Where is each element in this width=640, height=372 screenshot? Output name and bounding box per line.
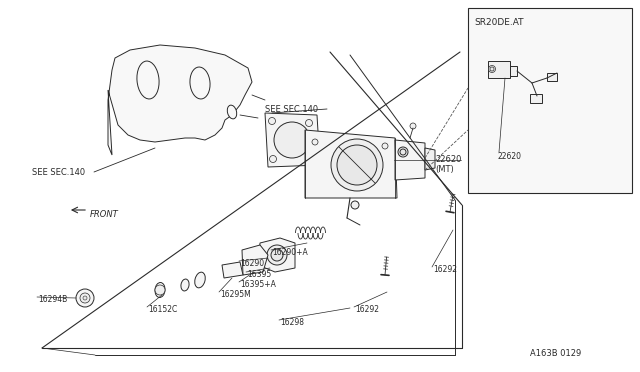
Text: (MT): (MT) [435,165,454,174]
Polygon shape [488,61,510,78]
Ellipse shape [337,145,377,185]
Circle shape [410,123,416,129]
Text: 16292: 16292 [355,305,379,314]
Polygon shape [395,140,425,180]
Polygon shape [547,73,557,81]
Ellipse shape [155,282,165,298]
Polygon shape [242,245,268,275]
Circle shape [269,118,275,125]
Text: FRONT: FRONT [90,210,119,219]
Text: SEE SEC.140: SEE SEC.140 [32,168,85,177]
Polygon shape [425,148,435,170]
Ellipse shape [181,279,189,291]
Text: 16295M: 16295M [220,290,251,299]
Circle shape [400,149,406,155]
Polygon shape [530,94,542,103]
Circle shape [305,119,312,126]
Circle shape [490,67,494,71]
Text: 16298: 16298 [280,318,304,327]
Ellipse shape [195,272,205,288]
Ellipse shape [227,105,237,119]
Circle shape [267,245,287,265]
Circle shape [351,201,359,209]
Polygon shape [510,66,517,76]
Text: 16290: 16290 [240,259,264,268]
Polygon shape [222,262,243,278]
Circle shape [488,65,495,73]
Ellipse shape [190,67,210,99]
Text: 22620: 22620 [497,152,521,161]
Ellipse shape [137,61,159,99]
Circle shape [269,155,276,163]
Circle shape [155,285,165,295]
Text: A163B 0129: A163B 0129 [530,349,581,358]
Circle shape [80,293,90,303]
Circle shape [271,249,283,261]
Circle shape [312,139,318,145]
Ellipse shape [274,122,310,158]
Polygon shape [305,130,397,198]
Circle shape [398,147,408,157]
Text: 16152C: 16152C [148,305,177,314]
Polygon shape [258,238,295,272]
Text: SR20DE.AT: SR20DE.AT [474,18,524,27]
Text: 16294B: 16294B [38,295,67,304]
Text: SEE SEC.140: SEE SEC.140 [265,105,318,114]
Polygon shape [108,45,252,155]
Circle shape [307,155,314,163]
Text: 16290+A: 16290+A [272,248,308,257]
Circle shape [76,289,94,307]
Ellipse shape [331,139,383,191]
Text: 16292: 16292 [433,265,457,274]
Circle shape [382,143,388,149]
Text: 22620: 22620 [435,155,461,164]
Bar [468,8,632,193]
Text: 16395: 16395 [247,270,271,279]
Polygon shape [265,113,320,167]
Text: 16395+A: 16395+A [240,280,276,289]
Circle shape [83,296,87,300]
